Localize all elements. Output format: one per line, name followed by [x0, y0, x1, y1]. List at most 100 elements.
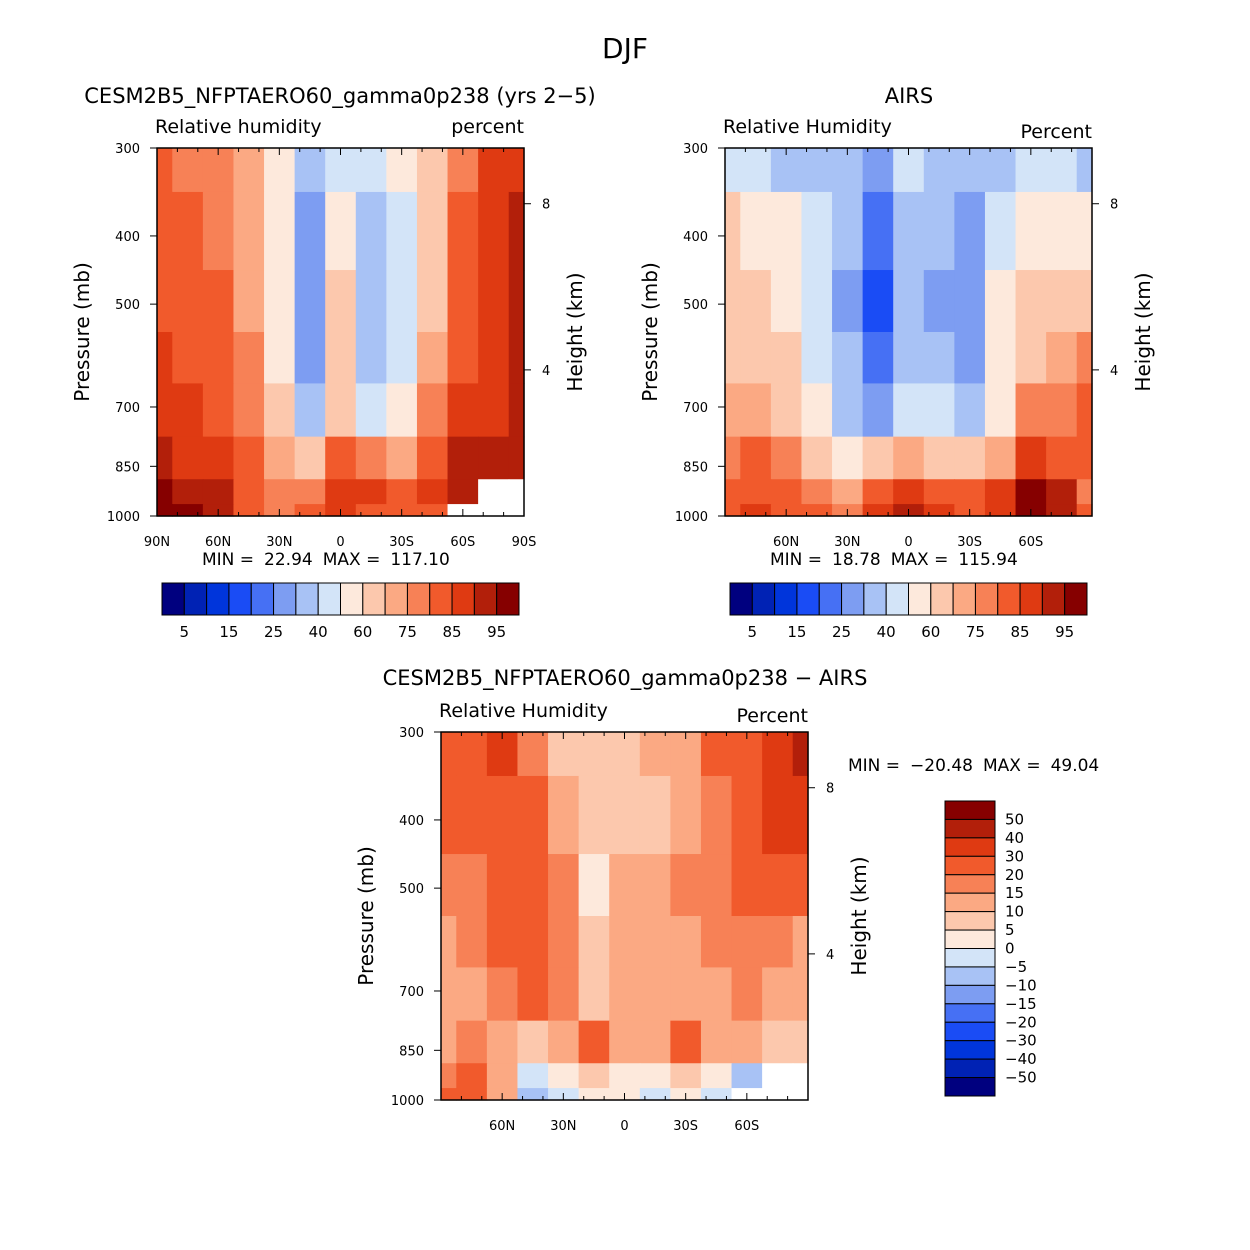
colorbar-label: −15 — [1005, 995, 1037, 1013]
heatmap-cell — [157, 270, 173, 333]
heatmap-cell — [486, 1020, 519, 1064]
heatmap-cell — [441, 967, 457, 1022]
heatmap-cell — [386, 383, 418, 438]
heatmap-cell — [478, 504, 510, 517]
heatmap-cell — [447, 332, 479, 385]
heatmap-cell — [172, 479, 204, 505]
colorbar-swatch — [362, 582, 386, 616]
heatmap-cell — [548, 732, 580, 777]
colorbar-label: 85 — [1011, 623, 1030, 641]
y-tick-label: 300 — [399, 726, 424, 741]
heatmap-cell — [893, 332, 925, 385]
heatmap-cell — [202, 436, 235, 480]
heatmap-cell — [740, 191, 772, 271]
heatmap-cell — [548, 1063, 580, 1089]
heatmap-cell — [725, 504, 741, 517]
heatmap-cell — [233, 148, 265, 193]
heatmap-cell — [954, 436, 986, 480]
colorbar-swatch — [340, 582, 364, 616]
colorbar-swatch — [841, 582, 865, 616]
heatmap-cell — [1076, 504, 1093, 517]
colorbar-swatch — [997, 582, 1021, 616]
heatmap-cell — [770, 332, 803, 385]
x-tick-label: 30S — [957, 535, 982, 550]
heatmap-cell — [1076, 383, 1093, 438]
heatmap-cell — [762, 1020, 794, 1064]
heatmap-cell — [386, 332, 418, 385]
heatmap-cell — [770, 148, 803, 193]
colorbar-swatch — [944, 1077, 996, 1097]
colorbar-label: −20 — [1005, 1013, 1037, 1031]
heatmap-cell — [517, 1063, 549, 1089]
heatmap-cell — [264, 191, 296, 271]
heatmap-cell — [233, 436, 265, 480]
heatmap-cell — [740, 504, 772, 517]
heatmap-cell — [923, 270, 955, 333]
heatmap-cell — [725, 148, 741, 193]
colorbar-label: 95 — [1055, 623, 1074, 641]
y-tick-label: 850 — [399, 1044, 424, 1059]
heatmap-cell — [325, 332, 357, 385]
heatmap-cell — [441, 916, 457, 969]
heatmap-cell — [923, 148, 955, 193]
heatmap-cell — [355, 332, 387, 385]
min-max-min-label: MIN = — [848, 756, 900, 776]
heatmap-cell — [486, 916, 519, 969]
heatmap-cell — [486, 967, 519, 1022]
heatmap-cell — [456, 854, 488, 917]
heatmap-cell — [700, 916, 733, 969]
heatmap-cell — [832, 191, 864, 271]
heatmap-cell — [639, 916, 671, 969]
heatmap-cell — [762, 732, 794, 777]
min-max-min-value: 22.94 — [264, 550, 313, 570]
heatmap-cell — [862, 436, 894, 480]
colorbar-label: 10 — [1005, 903, 1024, 921]
heatmap-cell — [486, 854, 519, 917]
heatmap-cell — [202, 332, 235, 385]
heatmap-cell — [578, 916, 610, 969]
heatmap-cell — [517, 967, 549, 1022]
colorbar-swatch — [930, 582, 954, 616]
heatmap-cell — [486, 775, 519, 855]
heatmap-cell — [832, 436, 864, 480]
heatmap-cell — [157, 479, 173, 505]
heatmap-cell — [893, 479, 925, 505]
colorbar-swatch — [944, 911, 996, 931]
heatmap-cell — [801, 332, 833, 385]
min-max-min-label: MIN = — [770, 550, 822, 570]
heatmap-cell — [609, 967, 641, 1022]
colorbar-label: 5 — [748, 623, 758, 641]
x-tick-label: 60N — [205, 535, 231, 550]
heatmap-cell — [478, 479, 510, 505]
heatmap-cell — [700, 1063, 733, 1089]
heatmap-cell — [862, 191, 894, 271]
y-tick-label: 500 — [683, 298, 708, 313]
heatmap-cell — [508, 383, 525, 438]
heatmap-cell — [792, 1088, 809, 1101]
colorbar-label: 5 — [180, 623, 190, 641]
variable-label: Relative Humidity — [439, 700, 608, 722]
colorbar-label: 85 — [443, 623, 462, 641]
colorbar-swatch — [796, 582, 820, 616]
heatmap-cell — [517, 916, 549, 969]
heatmap-cell — [639, 1063, 671, 1089]
y-tick-label: 400 — [115, 230, 140, 245]
heatmap-cell — [456, 1088, 488, 1101]
x-tick-label: 0 — [620, 1119, 628, 1134]
heatmap-cell — [517, 732, 549, 777]
heatmap-cell — [731, 967, 763, 1022]
variable-label: Relative humidity — [155, 116, 322, 138]
heatmap-cell — [984, 383, 1017, 438]
heatmap-cell — [1015, 148, 1047, 193]
panel-model: 90N 60N 30N 0 30S 60S 90S 300 400 500 700 850 1000 8 4… — [70, 84, 596, 641]
heatmap-cell — [984, 148, 1017, 193]
x-tick-label: 30N — [266, 535, 292, 550]
heatmap-cell — [1076, 436, 1093, 480]
heatmap-cell — [862, 148, 894, 193]
heatmap-cell — [1076, 148, 1093, 193]
heatmap-cell — [832, 383, 864, 438]
colorbar-swatch — [944, 948, 996, 968]
colorbar-label: 15 — [219, 623, 238, 641]
height-tick-label: 4 — [1110, 364, 1118, 379]
colorbar-label: 30 — [1005, 847, 1024, 865]
